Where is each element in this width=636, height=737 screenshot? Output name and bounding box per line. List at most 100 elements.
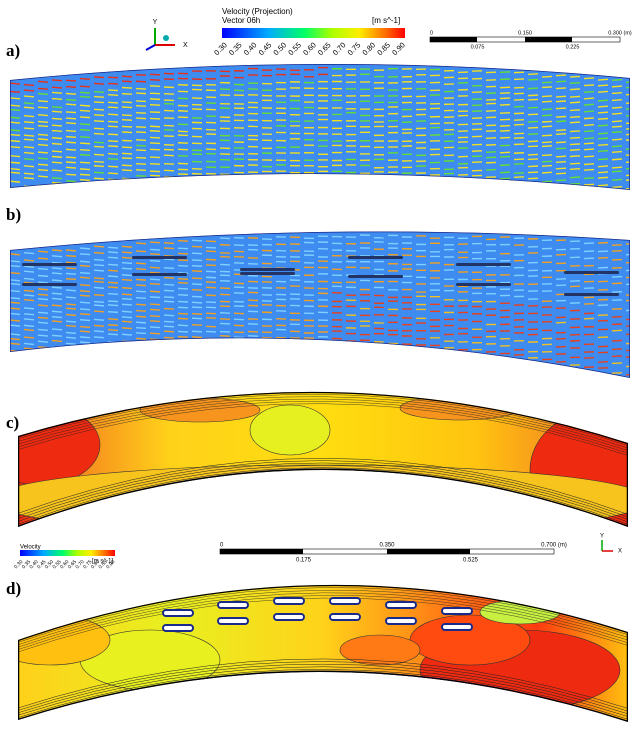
vector-arrow — [583, 168, 595, 171]
vector-arrow — [23, 138, 35, 141]
vector-arrow — [23, 134, 35, 137]
vector-arrow — [79, 276, 91, 279]
vector-arrow — [597, 165, 609, 168]
vector-arrow — [541, 100, 553, 103]
vector-arrow — [121, 75, 133, 78]
vector-arrow — [107, 140, 119, 143]
vector-arrow — [121, 118, 133, 121]
vector-arrow — [65, 166, 77, 169]
vector-arrow — [65, 303, 77, 306]
vector-arrow — [23, 336, 35, 339]
vector-arrow — [107, 165, 119, 168]
vector-arrow — [93, 304, 105, 307]
vector-arrow — [10, 129, 21, 132]
vector-arrow — [597, 105, 609, 108]
baffle — [385, 601, 417, 609]
vector-arrow — [135, 100, 147, 103]
vector-arrow — [555, 179, 567, 182]
baffle — [162, 609, 194, 617]
vector-arrow — [37, 114, 49, 117]
vector-arrow — [79, 253, 91, 256]
vector-arrow — [527, 87, 539, 90]
vector-arrow — [51, 328, 63, 331]
vector-arrow — [149, 278, 161, 281]
vector-arrow — [541, 145, 553, 148]
baffle — [240, 268, 295, 271]
vector-arrow — [107, 101, 119, 104]
vector-arrow — [79, 313, 91, 316]
contour-line — [18, 669, 628, 720]
vector-arrow — [121, 80, 133, 83]
legend-unit: [m s^-1] — [92, 559, 113, 565]
baffle — [162, 624, 194, 632]
vector-arrow — [569, 155, 581, 158]
vector-arrow — [79, 308, 91, 311]
vector-arrow — [135, 268, 147, 271]
vector-arrow — [93, 294, 105, 297]
vector-arrow — [23, 324, 35, 327]
vector-arrow — [555, 87, 567, 90]
vector-arrow — [107, 310, 119, 314]
vector-arrow — [611, 131, 623, 134]
vector-arrow — [37, 267, 49, 271]
colorbar — [222, 28, 405, 38]
vector-arrow — [121, 320, 133, 323]
vector-arrow — [541, 81, 553, 84]
vector-arrow — [23, 277, 35, 281]
triad: Y X — [600, 534, 622, 555]
baffle — [564, 293, 619, 296]
vector-arrow — [583, 183, 595, 186]
vector-arrow — [79, 77, 91, 80]
vector-arrow — [10, 82, 21, 85]
vector-arrow — [555, 141, 567, 144]
vector-arrow — [23, 158, 35, 161]
vector-arrow — [93, 269, 105, 272]
vector-arrow — [625, 80, 630, 83]
vector-arrow — [149, 266, 161, 269]
vector-arrow — [65, 277, 77, 281]
vector-arrow — [65, 103, 77, 106]
colorbar-tick-label: 0.45 — [257, 40, 274, 57]
vector-arrow — [37, 151, 49, 154]
vector-arrow — [597, 150, 609, 153]
vector-arrow — [107, 157, 119, 160]
vector-arrow — [10, 171, 21, 174]
contour-line — [18, 597, 628, 653]
vector-arrow — [177, 287, 189, 290]
vector-arrow — [121, 164, 133, 167]
vector-arrow — [569, 130, 581, 133]
vector-arrow — [107, 263, 119, 266]
vector-arrow — [121, 261, 133, 265]
vector-arrow — [163, 242, 175, 245]
colorbar-tick-label: 0.55 — [286, 40, 303, 57]
vector-arrow — [177, 324, 189, 327]
vector-arrow — [37, 120, 49, 123]
vector-arrow — [37, 157, 49, 160]
vector-arrow — [191, 295, 203, 298]
vector-arrow — [191, 317, 203, 320]
vector-arrow — [135, 169, 147, 172]
vector-arrow — [177, 306, 189, 309]
vector-arrow — [93, 245, 105, 248]
vector-arrow — [177, 300, 189, 303]
vector-arrow — [93, 171, 105, 174]
vector-arrow — [149, 241, 161, 244]
vector-arrow — [611, 158, 623, 161]
vector-arrow — [597, 117, 609, 120]
vector-arrow — [163, 336, 175, 339]
vector-arrow — [107, 281, 119, 284]
vector-arrow — [37, 304, 49, 307]
vector-arrow — [135, 303, 147, 306]
vector-arrow — [10, 264, 21, 268]
contour-line — [18, 666, 628, 717]
vector-arrow — [135, 337, 147, 340]
scale-label: 0.175 — [296, 558, 312, 564]
vector-arrow — [149, 248, 161, 251]
vector-arrow — [93, 108, 105, 111]
vector-arrow — [177, 259, 189, 262]
panel — [18, 584, 628, 722]
vector-arrow — [65, 79, 77, 82]
vector-arrow — [37, 106, 49, 109]
vector-arrow — [10, 297, 21, 300]
panel-label: d) — [6, 579, 21, 598]
